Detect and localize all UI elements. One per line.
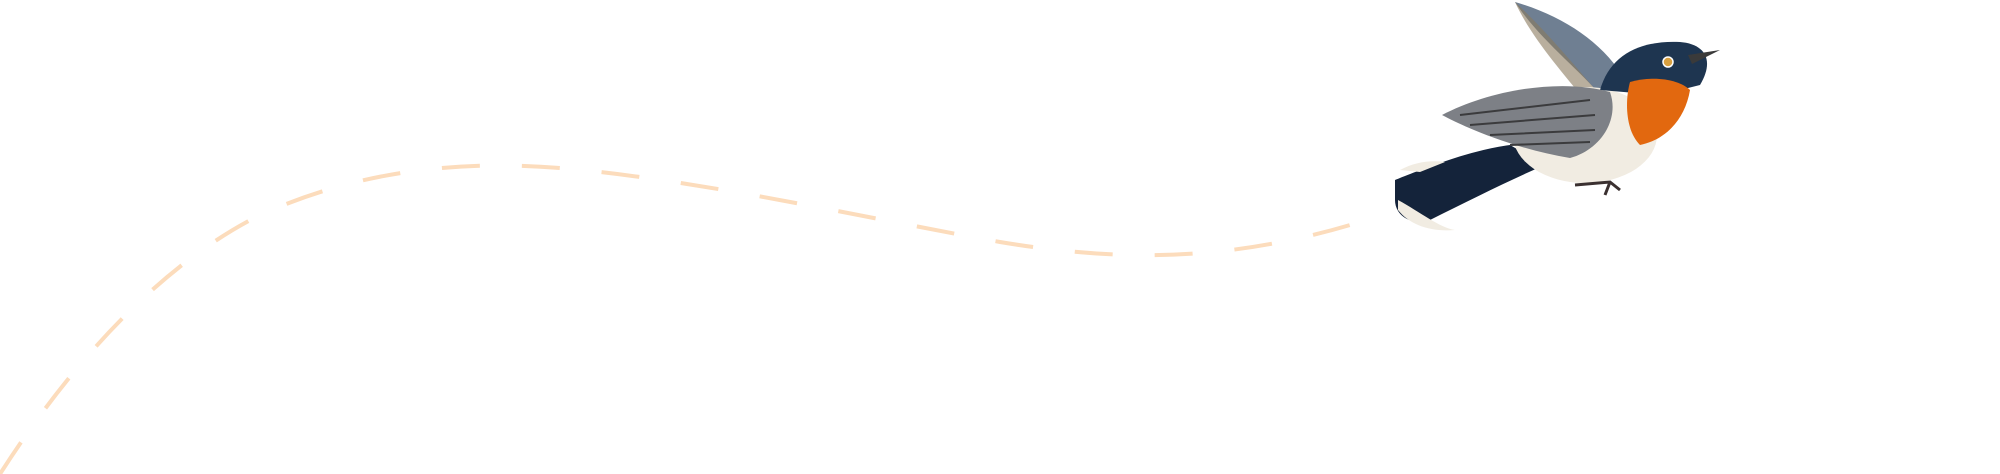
bird-illustration-icon	[1395, 2, 1720, 231]
flight-path	[0, 163, 1361, 474]
